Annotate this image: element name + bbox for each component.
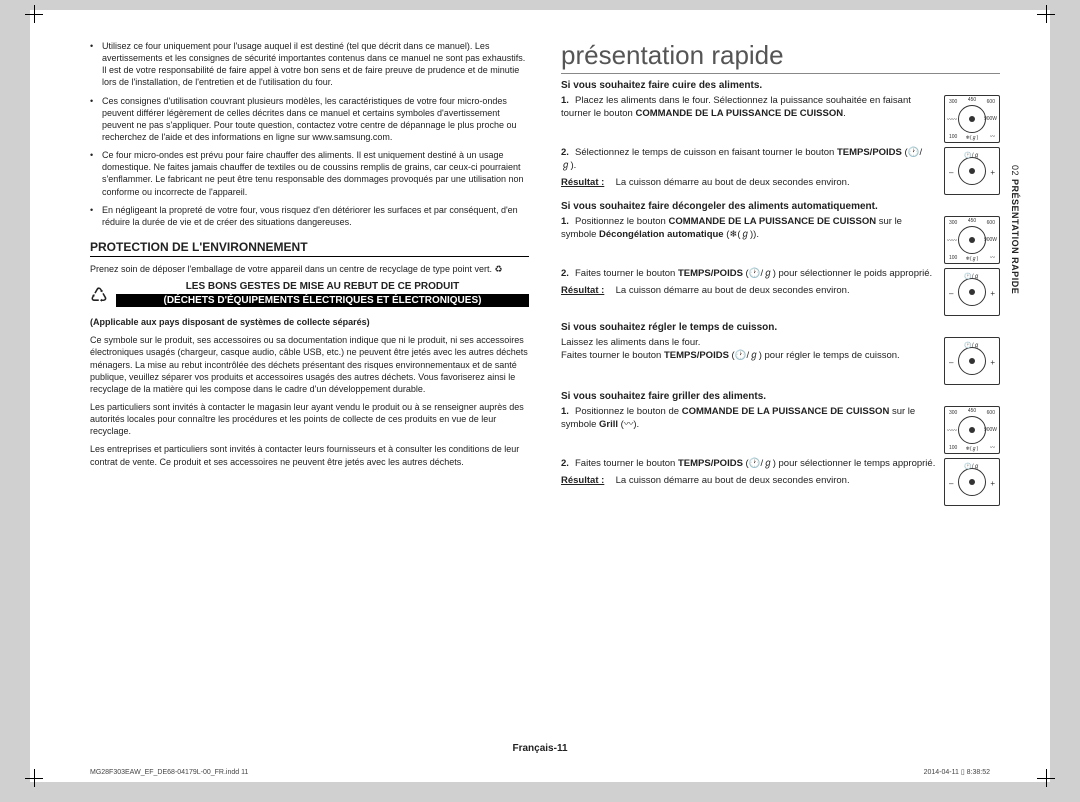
step-number: 2. (561, 458, 575, 471)
step-bold: COMMANDE DE LA PUISSANCE DE CUISSON (682, 406, 890, 417)
step-text: pour sélectionner le temps approprié. (779, 458, 936, 469)
weee-para2: Les particuliers sont invités à contacte… (90, 401, 529, 437)
step-text: Laissez les aliments dans le four. (561, 337, 700, 348)
applicable-note: (Applicable aux pays disposant de systèm… (90, 316, 529, 328)
result-label: Résultat : (561, 285, 613, 298)
defrost-step-2: 2.Faites tourner le bouton TEMPS/POIDS (… (561, 268, 1000, 316)
defrost-heading: Si vous souhaitez faire décongeler des a… (561, 201, 1000, 212)
step-bold: COMMANDE DE LA PUISSANCE DE CUISSON (635, 108, 843, 119)
grill-heading: Si vous souhaitez faire griller des alim… (561, 391, 1000, 402)
grill-step-2: 2.Faites tourner le bouton TEMPS/POIDS (… (561, 458, 1000, 506)
content-columns: Utilisez ce four uniquement pour l'usage… (90, 40, 1000, 752)
crop-mark (1037, 5, 1055, 23)
cook-step-2: 2.Sélectionnez le temps de cuisson en fa… (561, 147, 1000, 195)
step-text: Faites tourner le bouton (561, 350, 664, 361)
page-number: Français-11 (512, 743, 567, 754)
step-bold: TEMPS/POIDS (664, 350, 729, 361)
step-text: Faites tourner le bouton (575, 458, 678, 469)
left-column: Utilisez ce four uniquement pour l'usage… (90, 40, 534, 752)
power-dial-icon: 300450600 〰〰900W 100❄(ℊ)〰 (944, 216, 1000, 264)
result-text: La cuisson démarre au bout de deux secon… (616, 475, 935, 488)
safety-bullets: Utilisez ce four uniquement pour l'usage… (90, 40, 529, 228)
time-dial-icon: 🕐/ℊ – + (944, 458, 1000, 506)
step-number: 2. (561, 147, 575, 160)
step-text: . (843, 108, 846, 119)
result-text: La cuisson démarre au bout de deux secon… (616, 285, 935, 298)
main-title: présentation rapide (561, 40, 1000, 74)
step-number: 2. (561, 268, 575, 281)
time-heading: Si vous souhaitez régler le temps de cui… (561, 322, 1000, 333)
time-dial-icon: 🕐/ℊ – + (944, 268, 1000, 316)
step-bold: TEMPS/POIDS (678, 458, 743, 469)
weee-line1: LES BONS GESTES DE MISE AU REBUT DE CE P… (116, 281, 529, 292)
env-paragraph: Prenez soin de déposer l'emballage de vo… (90, 263, 529, 275)
power-dial-icon: 300450600 〰〰900W 100❄(ℊ)〰 (944, 406, 1000, 454)
step-text: Positionnez le bouton (575, 216, 668, 227)
step-text: Sélectionnez le temps de cuisson en fais… (575, 147, 837, 158)
step-text: Positionnez le bouton de (575, 406, 682, 417)
cook-step-1: 1.Placez les aliments dans le four. Séle… (561, 95, 1000, 143)
bullet-item: Ces consignes d'utilisation couvrant plu… (90, 95, 529, 144)
bullet-item: En négligeant la propreté de votre four,… (90, 204, 529, 228)
env-heading: PROTECTION DE L'ENVIRONNEMENT (90, 240, 529, 257)
step-bold: TEMPS/POIDS (678, 268, 743, 279)
step-bold: TEMPS/POIDS (837, 147, 902, 158)
step-symbol: (🕐/ℊ) (743, 458, 779, 469)
weee-line2: (DÉCHETS D'ÉQUIPEMENTS ÉLECTRIQUES ET ÉL… (116, 294, 529, 307)
weee-para1: Ce symbole sur le produit, ses accessoir… (90, 334, 529, 395)
right-column: présentation rapide Si vous souhaitez fa… (556, 40, 1000, 752)
step-symbol: (❄(ℊ)). (724, 229, 759, 240)
step-bold: COMMANDE DE LA PUISSANCE DE CUISSON (668, 216, 876, 227)
crop-mark (25, 5, 43, 23)
step-text: pour sélectionner le poids approprié. (779, 268, 933, 279)
result-text: La cuisson démarre au bout de deux secon… (616, 177, 935, 190)
result-label: Résultat : (561, 177, 613, 190)
defrost-step-1: 1.Positionnez le bouton COMMANDE DE LA P… (561, 216, 1000, 264)
step-number: 1. (561, 216, 575, 229)
time-dial-icon: 🕐/ℊ – + (944, 147, 1000, 195)
bullet-item: Ce four micro-ondes est prévu pour faire… (90, 149, 529, 198)
footer-timestamp: 2014-04-11 ▯ 8:38:52 (924, 768, 990, 776)
step-bold: Grill (599, 419, 618, 430)
time-step: Laissez les aliments dans le four. Faite… (561, 337, 1000, 385)
weee-icon: ♺ (90, 283, 108, 308)
footer-filename: MG28F303EAW_EF_DE68-04179L-00_FR.indd 11 (90, 769, 248, 776)
side-tab-number: 02 (1010, 165, 1020, 179)
step-symbol: (🕐/ℊ) (743, 268, 779, 279)
step-number: 1. (561, 406, 575, 419)
power-dial-icon: 300450600 〰〰900W 100❄(ℊ)〰 (944, 95, 1000, 143)
step-symbol: (🕐/ℊ) (729, 350, 765, 361)
crop-mark (1037, 769, 1055, 787)
manual-page: 02 PRÉSENTATION RAPIDE Utilisez ce four … (30, 10, 1050, 782)
result-label: Résultat : (561, 475, 613, 488)
step-bold: Décongélation automatique (599, 229, 724, 240)
step-text: pour régler le temps de cuisson. (765, 350, 900, 361)
step-text: Faites tourner le bouton (575, 268, 678, 279)
step-number: 1. (561, 95, 575, 108)
weee-box: ♺ LES BONS GESTES DE MISE AU REBUT DE CE… (90, 281, 529, 308)
bullet-item: Utilisez ce four uniquement pour l'usage… (90, 40, 529, 89)
grill-step-1: 1.Positionnez le bouton de COMMANDE DE L… (561, 406, 1000, 454)
time-dial-icon: 🕐/ℊ – + (944, 337, 1000, 385)
side-tab: 02 PRÉSENTATION RAPIDE (1010, 165, 1020, 294)
crop-mark (25, 769, 43, 787)
step-symbol: (〰). (618, 419, 639, 430)
side-tab-text: PRÉSENTATION RAPIDE (1010, 179, 1020, 294)
weee-para3: Les entreprises et particuliers sont inv… (90, 443, 529, 467)
cook-heading: Si vous souhaitez faire cuire des alimen… (561, 80, 1000, 91)
